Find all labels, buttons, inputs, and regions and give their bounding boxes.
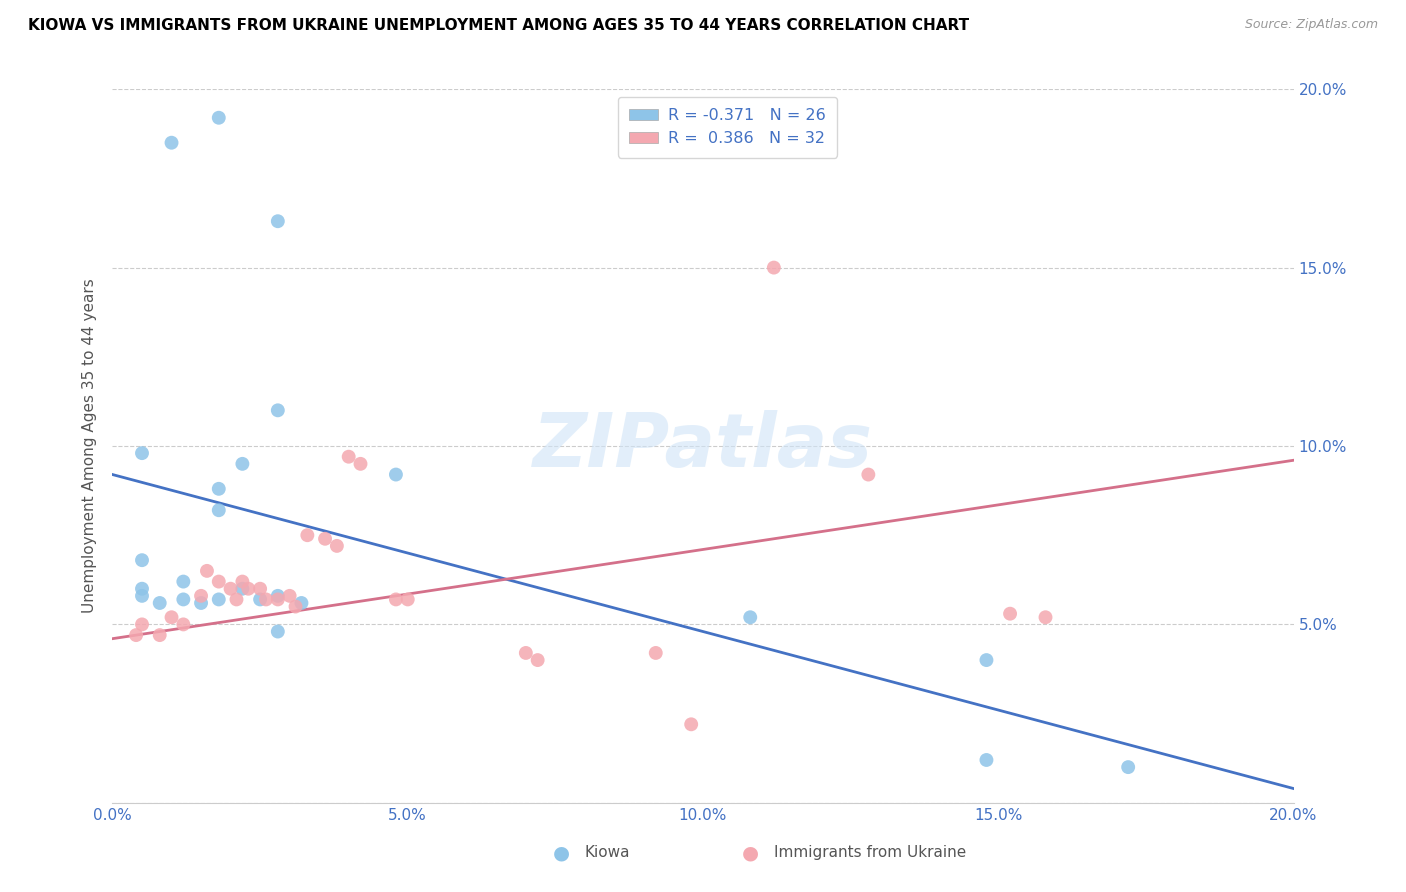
Point	[249, 582, 271, 596]
Point	[326, 539, 349, 553]
Point	[160, 136, 183, 150]
Point	[284, 599, 307, 614]
Point	[231, 582, 253, 596]
Text: ZIPatlas: ZIPatlas	[533, 409, 873, 483]
Point	[238, 582, 260, 596]
Text: KIOWA VS IMMIGRANTS FROM UKRAINE UNEMPLOYMENT AMONG AGES 35 TO 44 YEARS CORRELAT: KIOWA VS IMMIGRANTS FROM UKRAINE UNEMPLO…	[28, 18, 969, 33]
Point	[231, 574, 253, 589]
Point	[740, 610, 762, 624]
Legend: R = -0.371   N = 26, R =  0.386   N = 32: R = -0.371 N = 26, R = 0.386 N = 32	[619, 97, 837, 158]
Point	[976, 653, 998, 667]
Point	[681, 717, 703, 731]
Point	[219, 582, 242, 596]
Point	[526, 653, 548, 667]
Point	[125, 628, 148, 642]
Text: ●: ●	[553, 843, 569, 863]
Point	[349, 457, 371, 471]
Point	[160, 610, 183, 624]
Point	[131, 582, 153, 596]
Point	[267, 624, 290, 639]
Point	[249, 592, 271, 607]
Point	[208, 592, 231, 607]
Text: Source: ZipAtlas.com: Source: ZipAtlas.com	[1244, 18, 1378, 31]
Point	[172, 592, 194, 607]
Point	[225, 592, 247, 607]
Point	[149, 628, 172, 642]
Point	[231, 457, 253, 471]
Point	[149, 596, 172, 610]
Point	[337, 450, 360, 464]
Point	[267, 589, 290, 603]
Point	[290, 596, 312, 610]
Point	[644, 646, 666, 660]
Point	[195, 564, 218, 578]
Point	[297, 528, 319, 542]
Point	[172, 574, 194, 589]
Point	[208, 482, 231, 496]
Point	[267, 403, 290, 417]
Point	[385, 592, 408, 607]
Point	[515, 646, 537, 660]
Text: Immigrants from Ukraine: Immigrants from Ukraine	[773, 846, 966, 860]
Point	[385, 467, 408, 482]
Point	[131, 446, 153, 460]
Text: Kiowa: Kiowa	[585, 846, 630, 860]
Point	[267, 214, 290, 228]
Point	[208, 503, 231, 517]
Point	[1035, 610, 1057, 624]
Point	[208, 574, 231, 589]
Point	[254, 592, 277, 607]
Point	[314, 532, 336, 546]
Point	[208, 111, 231, 125]
Point	[131, 589, 153, 603]
Point	[396, 592, 419, 607]
Point	[278, 589, 301, 603]
Y-axis label: Unemployment Among Ages 35 to 44 years: Unemployment Among Ages 35 to 44 years	[82, 278, 97, 614]
Point	[172, 617, 194, 632]
Point	[762, 260, 785, 275]
Point	[267, 592, 290, 607]
Point	[190, 596, 212, 610]
Point	[858, 467, 880, 482]
Point	[131, 617, 153, 632]
Point	[131, 553, 153, 567]
Point	[976, 753, 998, 767]
Text: ●: ●	[742, 843, 759, 863]
Point	[1116, 760, 1139, 774]
Point	[998, 607, 1021, 621]
Point	[190, 589, 212, 603]
